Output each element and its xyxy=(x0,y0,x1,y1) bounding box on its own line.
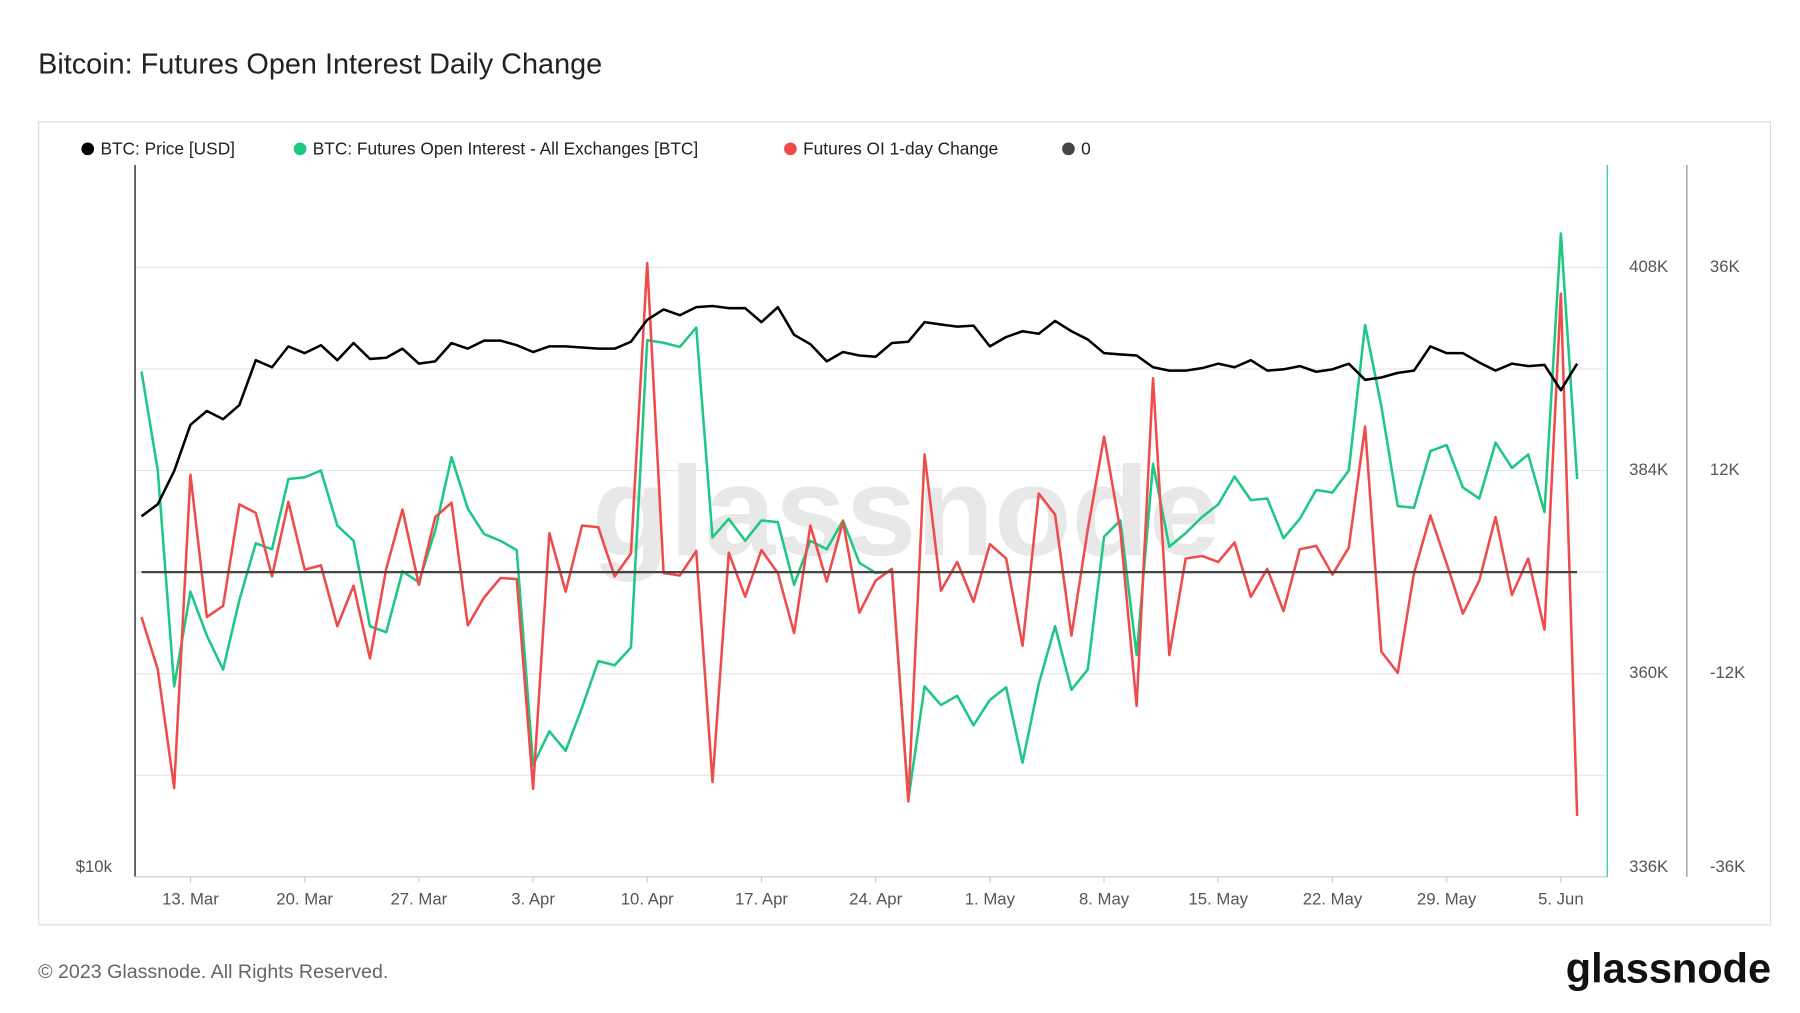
legend-label: Futures OI 1-day Change xyxy=(803,139,998,159)
chart-frame xyxy=(38,121,1772,926)
footer: © 2023 Glassnode. All Rights Reserved. xyxy=(38,961,388,983)
y3-tick-label: 12K xyxy=(1710,460,1740,479)
brand-logo: glassnode xyxy=(1566,944,1771,991)
y3-tick-label: -36K xyxy=(1710,857,1745,876)
y2-tick-label: 408K xyxy=(1629,257,1668,276)
x-tick-label: 1. May xyxy=(965,889,1016,908)
series-line xyxy=(140,232,1579,802)
x-tick-label: 8. May xyxy=(1079,889,1130,908)
legend-label: 0 xyxy=(1081,139,1091,159)
series-line xyxy=(140,304,1579,518)
legend-marker xyxy=(784,142,797,156)
legend-marker xyxy=(81,142,95,156)
x-tick-label: 29. May xyxy=(1417,889,1477,908)
x-tick-label: 22. May xyxy=(1303,889,1363,908)
x-tick-label: 15. May xyxy=(1189,889,1249,908)
x-tick-label: 24. Apr xyxy=(849,889,902,908)
legend-marker xyxy=(1062,142,1075,156)
y3-tick-label: 36K xyxy=(1710,257,1740,276)
x-tick-label: 3. Apr xyxy=(511,889,555,908)
x-tick-label: 20. Mar xyxy=(276,889,333,908)
series-line xyxy=(140,261,1579,816)
chart-title: Bitcoin: Futures Open Interest Daily Cha… xyxy=(38,48,602,80)
legend-label: BTC: Futures Open Interest - All Exchang… xyxy=(313,139,698,159)
y-tick-label: $10k xyxy=(76,857,113,876)
y2-tick-label: 336K xyxy=(1629,857,1668,876)
x-tick-label: 5. Jun xyxy=(1538,889,1584,908)
legend-label: BTC: Price [USD] xyxy=(100,139,235,159)
y2-tick-label: 360K xyxy=(1629,663,1668,682)
x-tick-label: 27. Mar xyxy=(391,889,448,908)
plot-area: $10k 336K 360K 384K 408K -36K -12K 12K 36K 13. Ma… xyxy=(76,139,1746,909)
x-tick-label: 13. Mar xyxy=(162,889,219,908)
legend-marker xyxy=(293,142,307,156)
y3-tick-label: -12K xyxy=(1710,663,1745,682)
y2-tick-label: 384K xyxy=(1629,460,1668,479)
x-tick-label: 17. Apr xyxy=(735,889,788,908)
x-tick-label: 10. Apr xyxy=(621,889,674,908)
